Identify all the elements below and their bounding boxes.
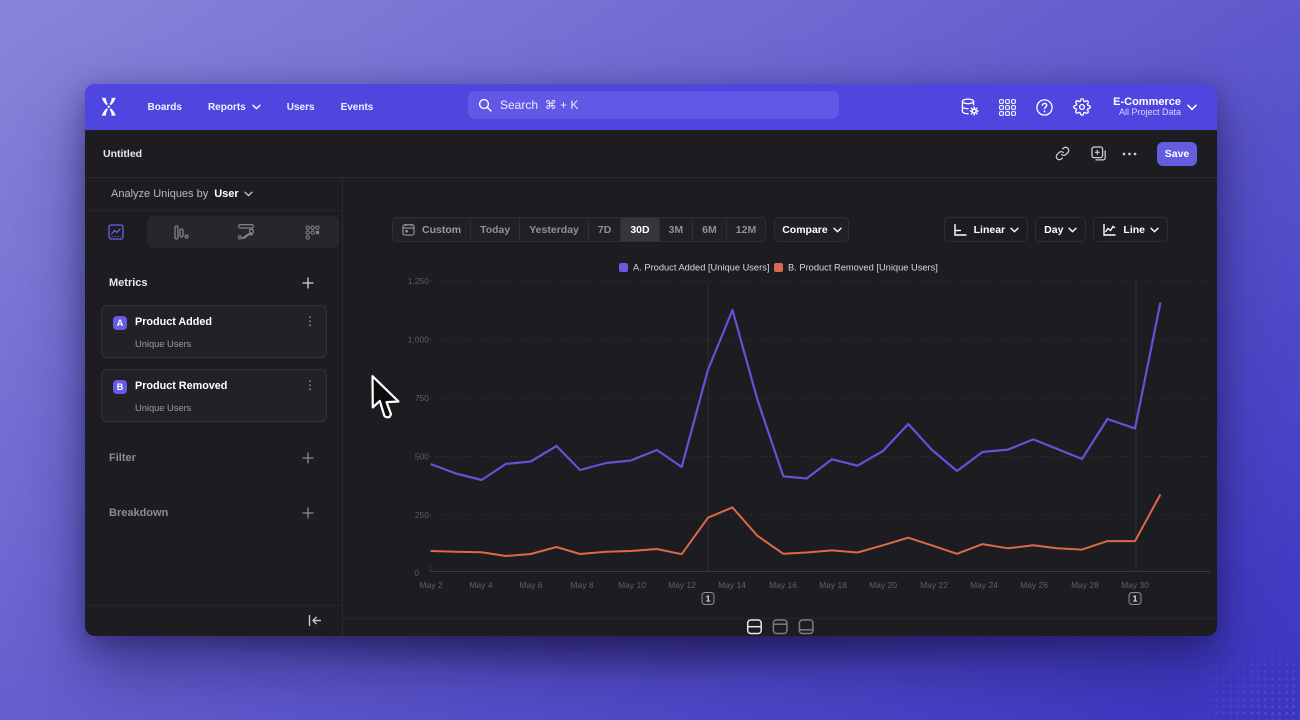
svg-text:1,250: 1,250 (408, 276, 430, 286)
svg-text:May 12: May 12 (668, 580, 696, 590)
svg-text:1: 1 (1133, 594, 1138, 604)
svg-text:500: 500 (415, 452, 429, 462)
svg-text:1: 1 (706, 594, 711, 604)
svg-text:May 22: May 22 (920, 580, 948, 590)
svg-text:A. Product Added [Unique Users: A. Product Added [Unique Users] (633, 263, 769, 273)
svg-text:May 28: May 28 (1071, 580, 1099, 590)
svg-text:May 20: May 20 (869, 580, 897, 590)
svg-text:May 18: May 18 (819, 580, 847, 590)
svg-text:750: 750 (415, 393, 429, 403)
svg-text:May 30: May 30 (1121, 580, 1149, 590)
svg-text:250: 250 (415, 510, 429, 520)
svg-text:B. Product Removed [Unique Use: B. Product Removed [Unique Users] (788, 263, 938, 273)
svg-text:May 10: May 10 (618, 580, 646, 590)
svg-text:May 24: May 24 (970, 580, 998, 590)
svg-text:May 16: May 16 (769, 580, 797, 590)
svg-text:May 26: May 26 (1020, 580, 1048, 590)
svg-text:1,000: 1,000 (408, 335, 430, 345)
svg-text:May 14: May 14 (718, 580, 746, 590)
svg-text:0: 0 (414, 568, 419, 578)
svg-text:May 2: May 2 (419, 580, 442, 590)
svg-text:May 6: May 6 (519, 580, 542, 590)
svg-text:May 8: May 8 (570, 580, 593, 590)
svg-text:May 4: May 4 (469, 580, 492, 590)
